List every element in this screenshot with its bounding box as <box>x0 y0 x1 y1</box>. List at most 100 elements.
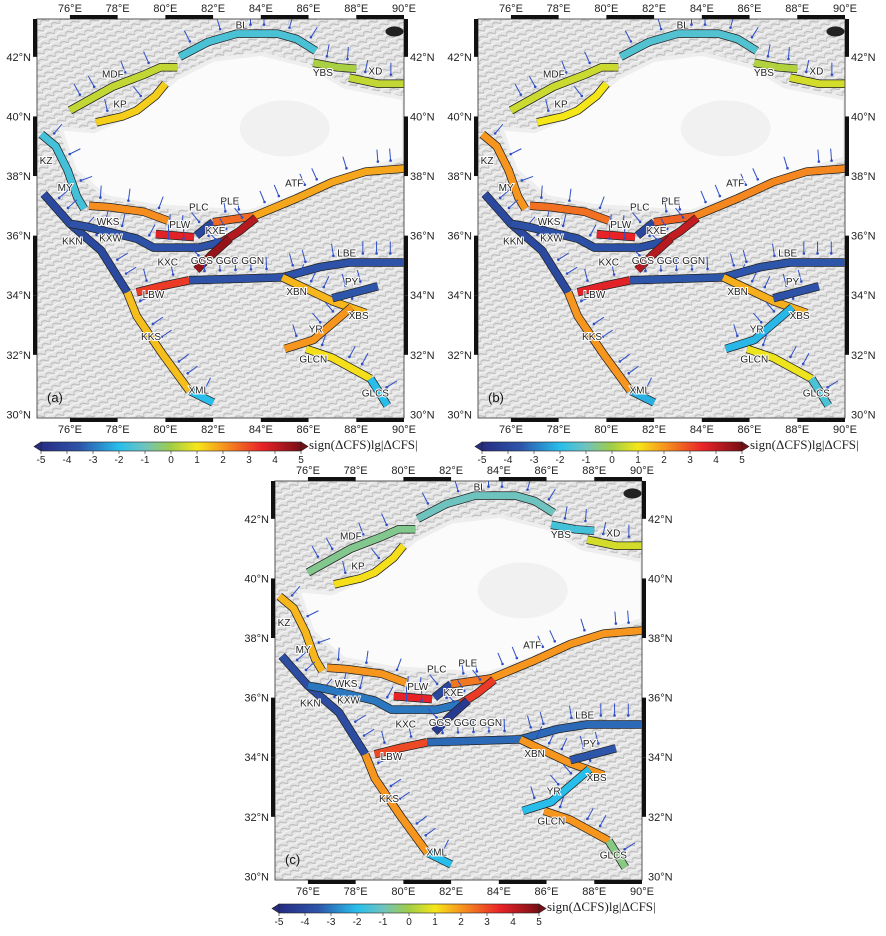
lat-tick-right: 42°N <box>648 514 673 526</box>
fault-label-ggs: GGS GGC GGN <box>191 256 264 267</box>
lat-tick-left: 30°N <box>447 409 472 421</box>
lat-tick-right: 36°N <box>648 693 673 705</box>
arrow-head <box>627 372 630 375</box>
fault-label-my: MY <box>499 183 514 194</box>
fault-label-yr: YR <box>750 324 764 335</box>
lat-tick-left: 40°N <box>6 111 31 123</box>
arrow-head <box>564 517 567 520</box>
arrow-head <box>249 23 252 26</box>
lat-tick-left: 34°N <box>447 290 472 302</box>
lon-tick-bottom: 84°E <box>487 886 511 898</box>
arrow-head <box>148 234 151 237</box>
arrow-head <box>802 363 805 366</box>
arrow-head <box>589 759 592 762</box>
lat-tick-right: 36°N <box>410 231 435 243</box>
arrow-head <box>410 735 413 738</box>
fault-label-ggs: GGS GGC GGN <box>632 256 705 267</box>
arrow-head <box>344 571 347 574</box>
arrow-head <box>224 210 227 213</box>
arrow-head <box>263 201 266 204</box>
arrow-head <box>719 195 722 198</box>
fault-label-kxw: KXW <box>540 234 563 245</box>
lat-tick-right: 42°N <box>851 52 876 64</box>
arrow-head <box>377 557 380 560</box>
arrow-head <box>361 363 364 366</box>
arrow-head <box>805 71 808 74</box>
arrow-head <box>599 825 602 828</box>
arrow-head <box>457 490 460 493</box>
arrow-head <box>405 699 408 702</box>
frame-bar-bottom <box>702 418 750 422</box>
arrow-head <box>565 71 568 74</box>
arrow-head <box>172 273 175 276</box>
lat-tick-left: 30°N <box>6 409 31 421</box>
arrow-head <box>583 629 586 632</box>
lon-tick-bottom: 78°E <box>344 886 368 898</box>
arrow-head <box>214 238 217 241</box>
arrow-head <box>365 661 368 664</box>
arrow-head <box>186 372 189 375</box>
frame-bar-left <box>474 19 478 57</box>
lat-tick-right: 34°N <box>648 752 673 764</box>
lon-tick-bottom: 76°E <box>499 424 523 436</box>
fault-label-lbe: LBE <box>575 710 594 721</box>
fault-label-bl: BL <box>236 21 249 32</box>
colorbar-tick-label: 1 <box>194 455 200 466</box>
frame-bar-left <box>33 295 37 355</box>
lat-tick-right: 32°N <box>410 350 435 362</box>
frame-bar-top <box>261 15 309 19</box>
lon-tick-top: 80°E <box>594 3 618 15</box>
colorbar-bar <box>279 904 539 913</box>
arrow-head <box>385 523 388 526</box>
colorbar-arrow-right <box>539 904 546 913</box>
frame-bar-right <box>642 757 646 817</box>
arrow-head <box>306 615 309 618</box>
lake <box>826 27 844 37</box>
arrow-head <box>145 279 148 282</box>
arrow-head <box>332 254 335 257</box>
arrow-head <box>557 258 560 261</box>
arrow-head <box>763 286 766 289</box>
arrow-head <box>580 95 583 98</box>
frame-bar-bottom <box>594 880 642 884</box>
frame-bar-right <box>845 116 849 176</box>
fault-label-bl: BL <box>677 21 690 32</box>
arrow-head <box>219 269 222 272</box>
colorbar-tick-label: 2 <box>458 917 464 928</box>
lon-tick-top: 88°E <box>785 3 809 15</box>
lon-tick-top: 84°E <box>249 3 273 15</box>
arrow-head <box>803 252 806 255</box>
arrow-head <box>745 183 748 186</box>
arrow-head <box>613 714 616 717</box>
arrow-head <box>317 555 320 558</box>
arrow-head <box>786 167 789 170</box>
arrow-head <box>288 26 291 29</box>
lat-tick-left: 32°N <box>244 812 269 824</box>
lon-tick-bottom: 90°E <box>630 886 654 898</box>
fault-label-kz: KZ <box>278 618 291 629</box>
arrow-head <box>304 183 307 186</box>
arrow-head <box>121 225 124 228</box>
frame-bar-bottom <box>511 418 559 422</box>
fault-label-glcn: GLCN <box>537 816 565 827</box>
frame-bar-top <box>797 15 845 19</box>
colorbar-tick-label: -5 <box>37 455 46 466</box>
lon-tick-bottom: 86°E <box>738 424 762 436</box>
colorbar-tick-label: -2 <box>556 455 565 466</box>
colorbar-label: sign(ΔCFS)lg|ΔCFS| <box>309 437 418 453</box>
arrow-head <box>291 594 294 597</box>
lon-tick-top: 88°E <box>344 3 368 15</box>
arrow-head <box>383 741 386 744</box>
fault-plw <box>394 696 432 699</box>
lat-tick-right: 40°N <box>851 111 876 123</box>
colorbar-tick-label: -5 <box>478 455 487 466</box>
fault-plw <box>597 234 635 237</box>
arrow-head <box>321 344 324 347</box>
arrow-head <box>238 208 241 211</box>
frame-bar-bottom <box>356 418 404 422</box>
arrow-head <box>310 280 313 283</box>
arrow-head <box>593 323 596 326</box>
arrow-head <box>297 274 300 277</box>
